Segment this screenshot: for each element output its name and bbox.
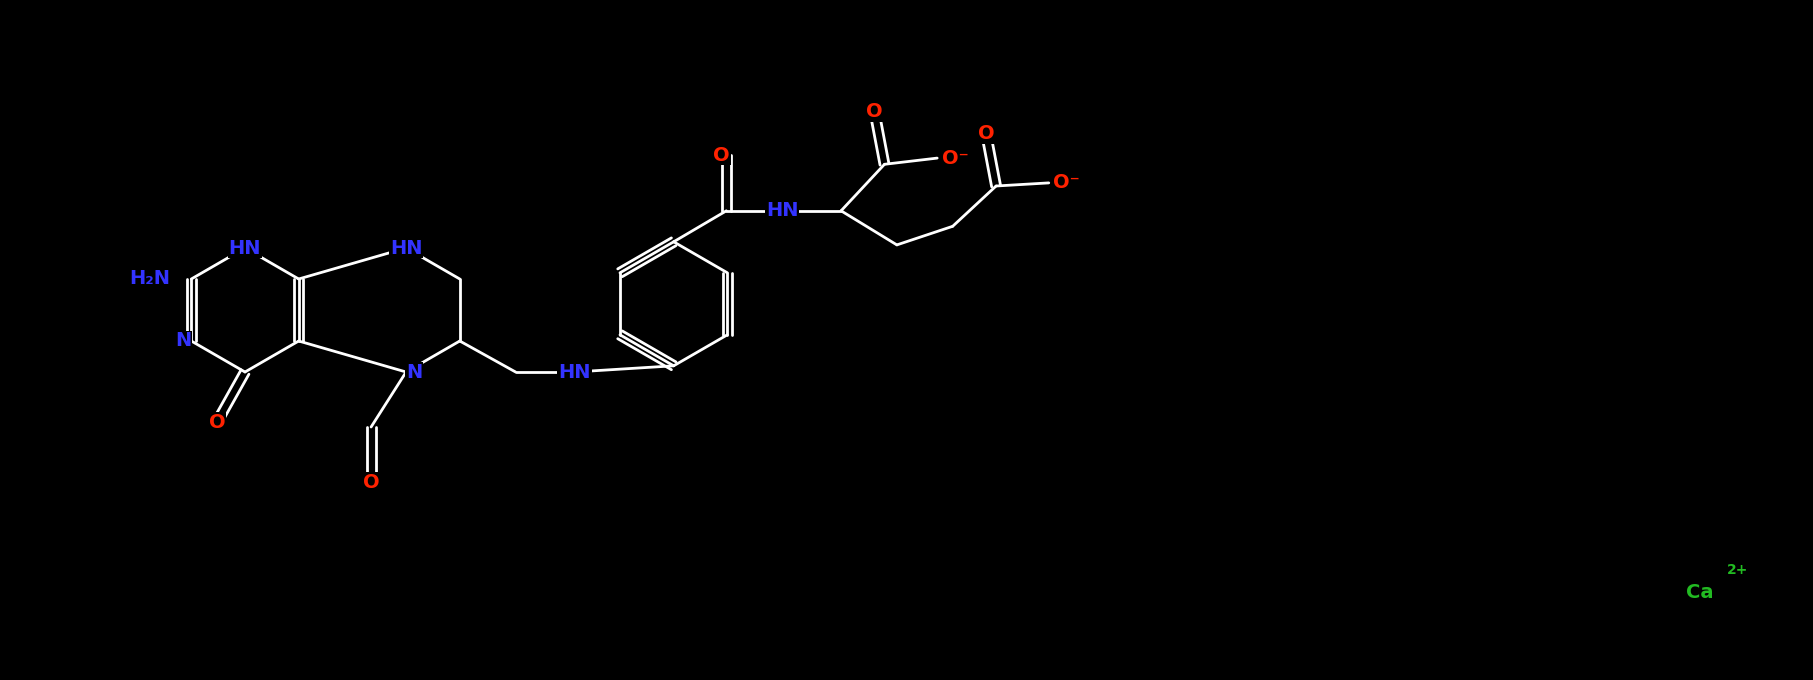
Text: O: O <box>713 146 729 165</box>
Text: HN: HN <box>228 239 261 258</box>
Text: O: O <box>208 413 225 432</box>
Text: O⁻: O⁻ <box>1053 173 1081 192</box>
Text: 2+: 2+ <box>1728 563 1750 577</box>
Text: HN: HN <box>558 362 591 381</box>
Text: O: O <box>977 124 994 143</box>
Text: N: N <box>176 332 192 350</box>
Text: H₂N: H₂N <box>129 269 170 288</box>
Text: O: O <box>363 473 379 492</box>
Text: O⁻: O⁻ <box>941 149 968 167</box>
Text: HN: HN <box>390 239 422 258</box>
Text: Ca: Ca <box>1686 583 1713 602</box>
Text: N: N <box>406 362 422 381</box>
Text: O: O <box>867 102 883 121</box>
Text: HN: HN <box>765 201 798 220</box>
